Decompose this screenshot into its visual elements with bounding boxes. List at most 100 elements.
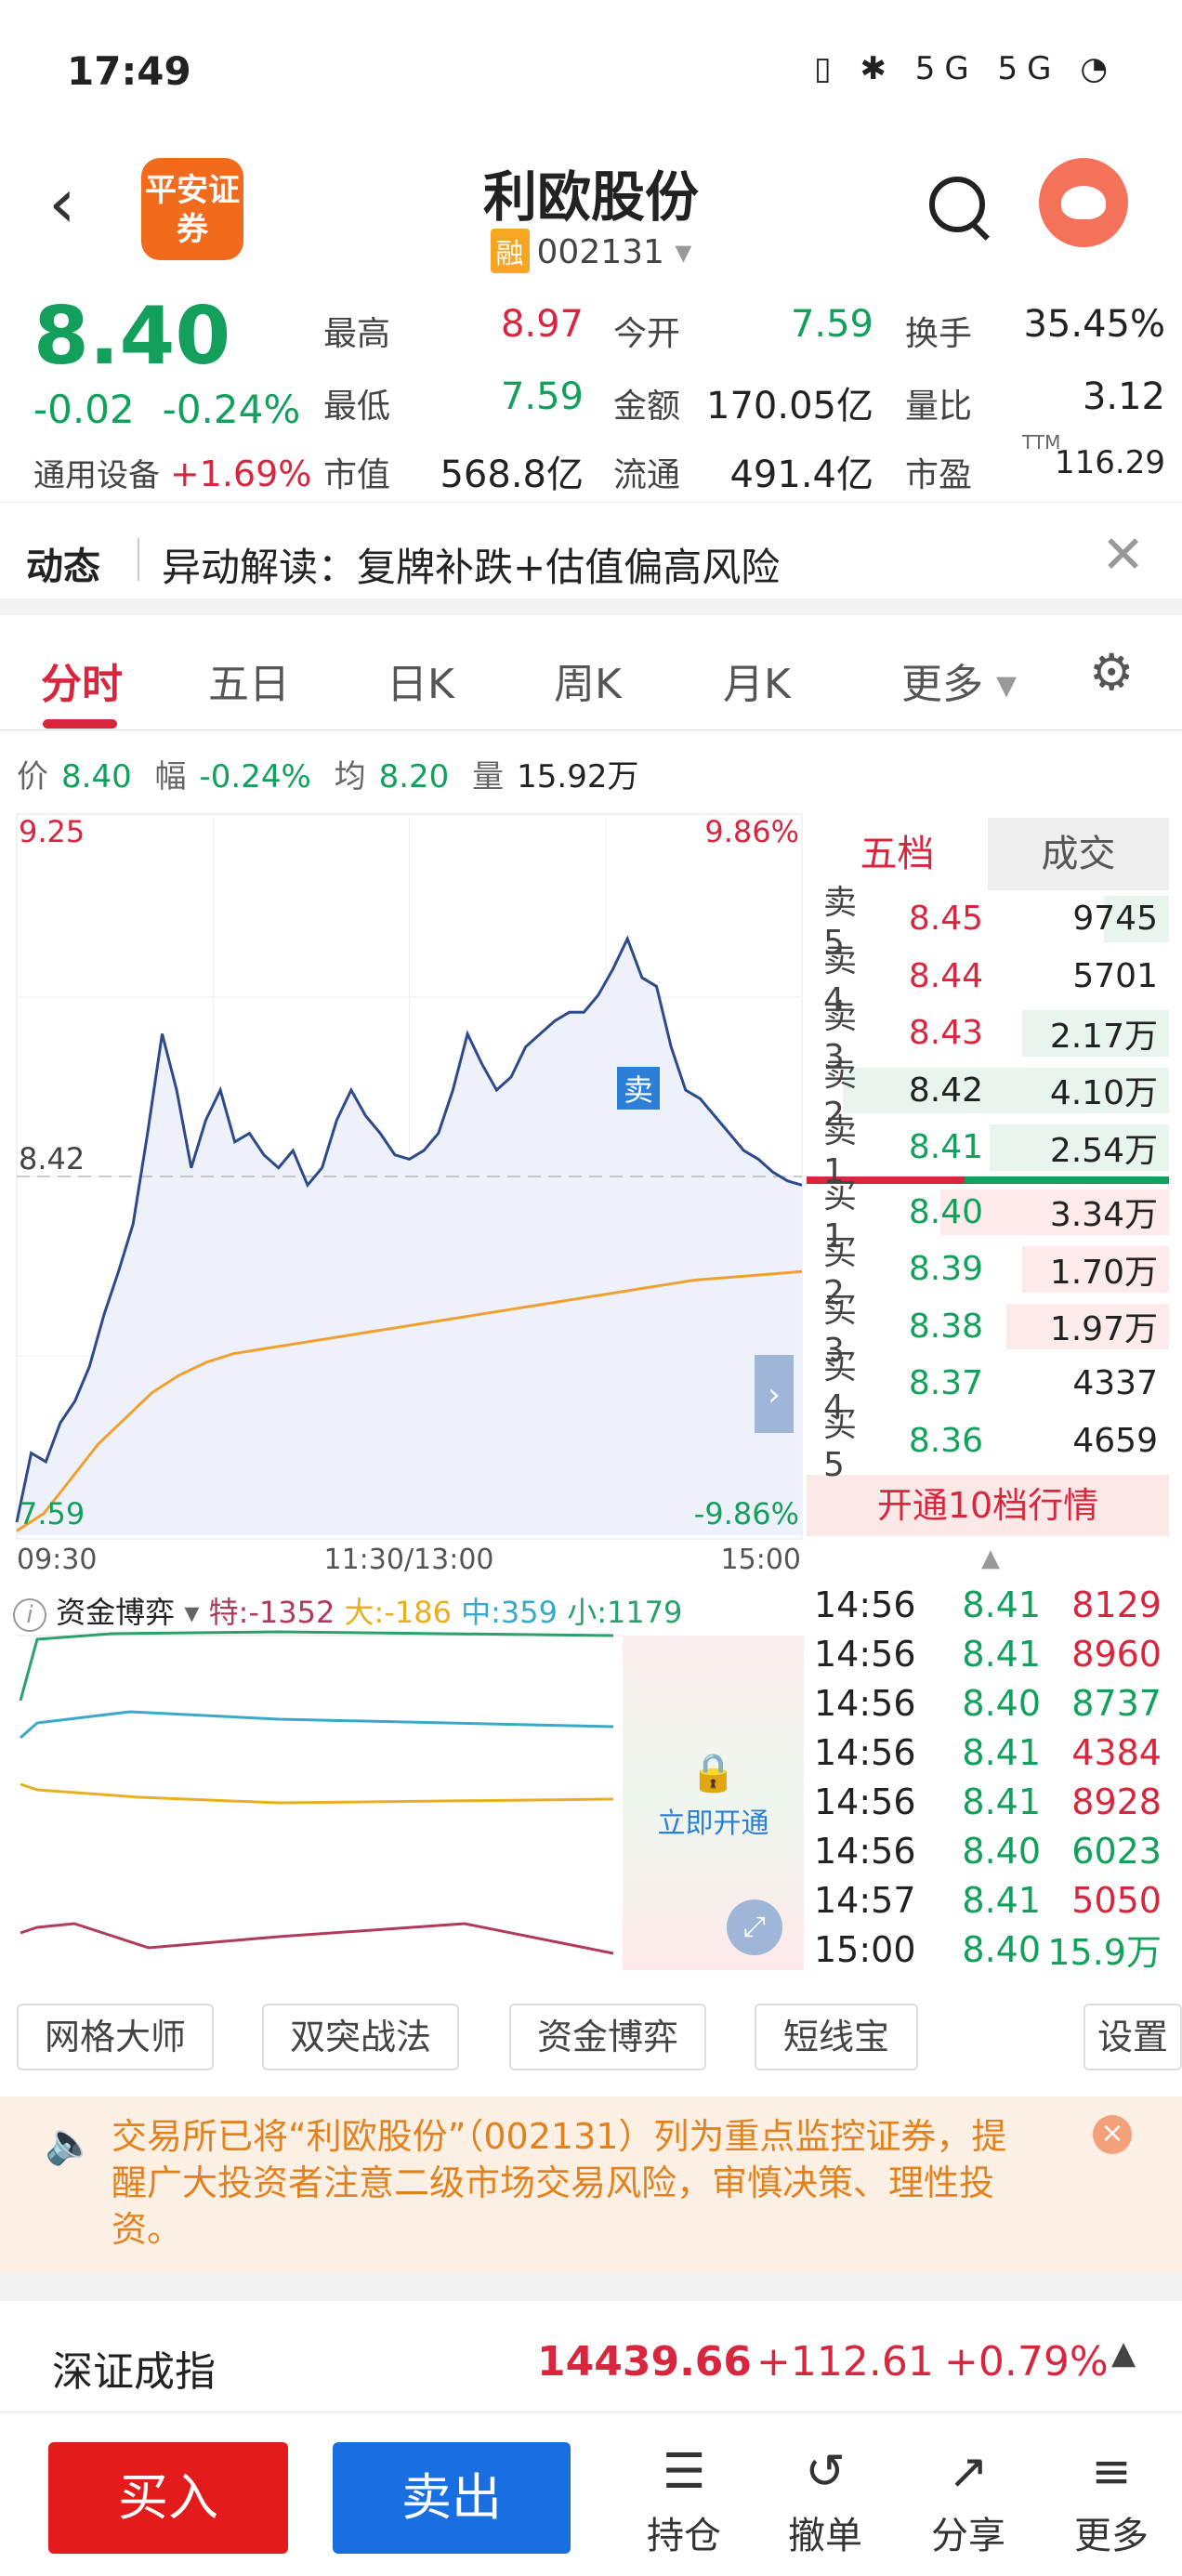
level-volume: 4337 xyxy=(1072,1364,1158,1403)
tab-minute[interactable]: 分时 xyxy=(41,661,123,708)
quote-label: 最低 xyxy=(323,388,391,426)
cancel-order-label: 撤单 xyxy=(788,2515,862,2557)
status-icons: ▯ ✱ 5G 5G ◔ xyxy=(813,50,1117,87)
tick-row: 14:56 8.40 8737 xyxy=(808,1678,1171,1728)
broker-logo: 平安证券 xyxy=(141,158,243,260)
info-icon[interactable]: i xyxy=(13,1598,46,1632)
avatar[interactable] xyxy=(1039,158,1128,247)
chevron-down-icon: ▾ xyxy=(184,1595,200,1630)
tab-five-level[interactable]: 五档 xyxy=(807,818,988,890)
gear-icon[interactable]: ⚙ xyxy=(1089,643,1135,702)
tab-day-k[interactable]: 日K xyxy=(387,661,454,708)
short-line-button[interactable]: 短线宝 xyxy=(755,2004,918,2070)
ask-row[interactable]: 卖2 8.42 4.10万 xyxy=(807,1056,1169,1134)
quote-value: 491.4亿 xyxy=(729,453,873,496)
tab-more[interactable]: 更多 ▾ xyxy=(901,651,1017,710)
settings-button[interactable]: 设置 xyxy=(1084,2004,1182,2070)
quote-value: 568.8亿 xyxy=(440,453,584,496)
tab-indicator xyxy=(43,719,117,729)
search-icon[interactable] xyxy=(929,177,985,232)
close-icon[interactable]: × xyxy=(1093,2115,1132,2154)
bid-row[interactable]: 买1 8.40 3.34万 xyxy=(807,1177,1169,1255)
index-bar[interactable]: 深证成指 14439.66 +112.61 +0.79% ▲ xyxy=(0,2301,1182,2412)
bid-row[interactable]: 买5 8.36 4659 xyxy=(807,1406,1169,1484)
sell-marker: 卖 xyxy=(617,1067,660,1110)
chevron-right-icon: › xyxy=(768,1376,781,1413)
open-10-level-button[interactable]: 开通10档行情 xyxy=(807,1475,1169,1536)
quote-label: 换手 xyxy=(905,315,973,353)
capital-game-button[interactable]: 资金博弈 xyxy=(509,2004,706,2070)
notice-text: 交易所已将“利欧股份”（002131）列为重点监控证券，提醒广大投资者注意二级市… xyxy=(112,2116,1007,2250)
tab-trades[interactable]: 成交 xyxy=(988,818,1169,890)
double-breakout-button[interactable]: 双突战法 xyxy=(262,2004,459,2070)
cancel-order-button[interactable]: ↺ 撤单 xyxy=(769,2444,881,2559)
fullscreen-icon[interactable]: ⤢ xyxy=(727,1899,782,1955)
bottom-bar: 买入 卖出 ☰ 持仓 ↺ 撤单 ↗ 分享 ≡ 更多 xyxy=(0,2416,1182,2576)
industry[interactable]: 通用设备 +1.69% xyxy=(33,450,311,495)
expand-handle xyxy=(755,1355,794,1433)
intraday-chart[interactable]: 卖 9.25 9.86% 8.42 7.59 -9.86% › 09:30 11… xyxy=(0,808,805,1998)
tick-time: 14:56 xyxy=(814,1830,916,1872)
flow-title: 资金博弈 xyxy=(56,1595,176,1630)
amp-label: 幅 xyxy=(154,758,187,795)
level-label: 卖5 xyxy=(823,884,858,963)
quote-label: 市盈 xyxy=(905,456,973,494)
tick-time: 14:56 xyxy=(814,1633,916,1675)
cancel-order-icon: ↺ xyxy=(805,2444,846,2500)
volume-bar xyxy=(1005,1303,1169,1349)
sell-button[interactable]: 卖出 xyxy=(333,2442,571,2554)
close-icon[interactable]: ✕ xyxy=(1101,525,1145,585)
quote-value: 7.59 xyxy=(790,303,873,346)
ask-row[interactable]: 卖5 8.45 9745 xyxy=(807,884,1169,962)
chevron-up-icon[interactable]: ▲ xyxy=(1111,2334,1136,2372)
more-button[interactable]: ≡ 更多 xyxy=(1056,2444,1167,2559)
price-label: 价 xyxy=(17,758,48,795)
avg-line xyxy=(16,1269,803,1532)
level-volume: 9745 xyxy=(1072,900,1158,939)
current-price: 8.40 xyxy=(33,290,231,383)
level-label: 买5 xyxy=(823,1405,858,1484)
lock-icon: 🔒 xyxy=(690,1752,737,1794)
level-volume: 2.17万 xyxy=(1049,1017,1158,1056)
scroll-up-icon[interactable]: ▲ xyxy=(981,1544,1000,1572)
tick-price: 8.41 xyxy=(962,1731,1041,1773)
bid-row[interactable]: 买2 8.39 1.70万 xyxy=(807,1234,1169,1312)
level-price: 8.39 xyxy=(908,1250,983,1289)
level-volume: 3.34万 xyxy=(1049,1196,1158,1235)
level-price: 8.42 xyxy=(908,1071,983,1110)
tick-time: 15:00 xyxy=(814,1928,916,1970)
ask-row[interactable]: 卖4 8.44 5701 xyxy=(807,941,1169,1019)
level-label: 卖3 xyxy=(823,998,858,1077)
ask-row[interactable]: 卖3 8.43 2.17万 xyxy=(807,998,1169,1076)
ask-list: 卖5 8.45 9745 卖4 8.44 5701 卖3 8.43 2.17万 卖2 8.42 4.1… xyxy=(807,884,1169,1190)
grid-master-button[interactable]: 网格大师 xyxy=(17,2004,214,2070)
y-bottom-label: 7.59 xyxy=(19,1496,85,1531)
quote-value: 7.59 xyxy=(500,375,584,418)
ask-row[interactable]: 卖1 8.41 2.54万 xyxy=(807,1112,1169,1190)
level-label: 买3 xyxy=(823,1291,858,1370)
bid-row[interactable]: 买3 8.38 1.97万 xyxy=(807,1292,1169,1370)
tab-month-k[interactable]: 月K xyxy=(723,661,791,708)
capital-flow-header[interactable]: i 资金博弈 ▾ 特:-1352 大:-186 中:359 小:1179 xyxy=(13,1589,803,1632)
bid-row[interactable]: 买4 8.37 4337 xyxy=(807,1348,1169,1426)
quote-value: 116.29 xyxy=(1055,444,1165,481)
level-price: 8.43 xyxy=(908,1014,983,1053)
chevron-down-icon: ▾ xyxy=(996,661,1018,708)
positions-button[interactable]: ☰ 持仓 xyxy=(628,2444,740,2559)
positions-label: 持仓 xyxy=(647,2515,721,2557)
stock-code[interactable]: 融 002131 ▾ xyxy=(0,229,1182,273)
tab-week-k[interactable]: 周K xyxy=(554,661,622,708)
x-label-mid: 11:30/13:00 xyxy=(323,1544,493,1576)
index-pct: +0.79% xyxy=(944,2338,1109,2385)
buy-button[interactable]: 买入 xyxy=(48,2442,288,2554)
avg-label: 均 xyxy=(334,758,366,795)
news-strip[interactable]: 动态 异动解读：复牌补跌+估值偏高风险 ✕ xyxy=(0,502,1182,615)
flow-small xyxy=(20,1782,614,1805)
news-text[interactable]: 异动解读：复牌补跌+估值偏高风险 xyxy=(162,545,781,590)
book-divider xyxy=(807,1176,1169,1184)
share-button[interactable]: ↗ 分享 xyxy=(913,2444,1024,2559)
back-icon[interactable]: ‹ xyxy=(48,164,76,243)
tab-five-day[interactable]: 五日 xyxy=(208,661,290,708)
index-value: 14439.66 xyxy=(537,2338,753,2385)
y-top-pct: 9.86% xyxy=(704,814,799,849)
